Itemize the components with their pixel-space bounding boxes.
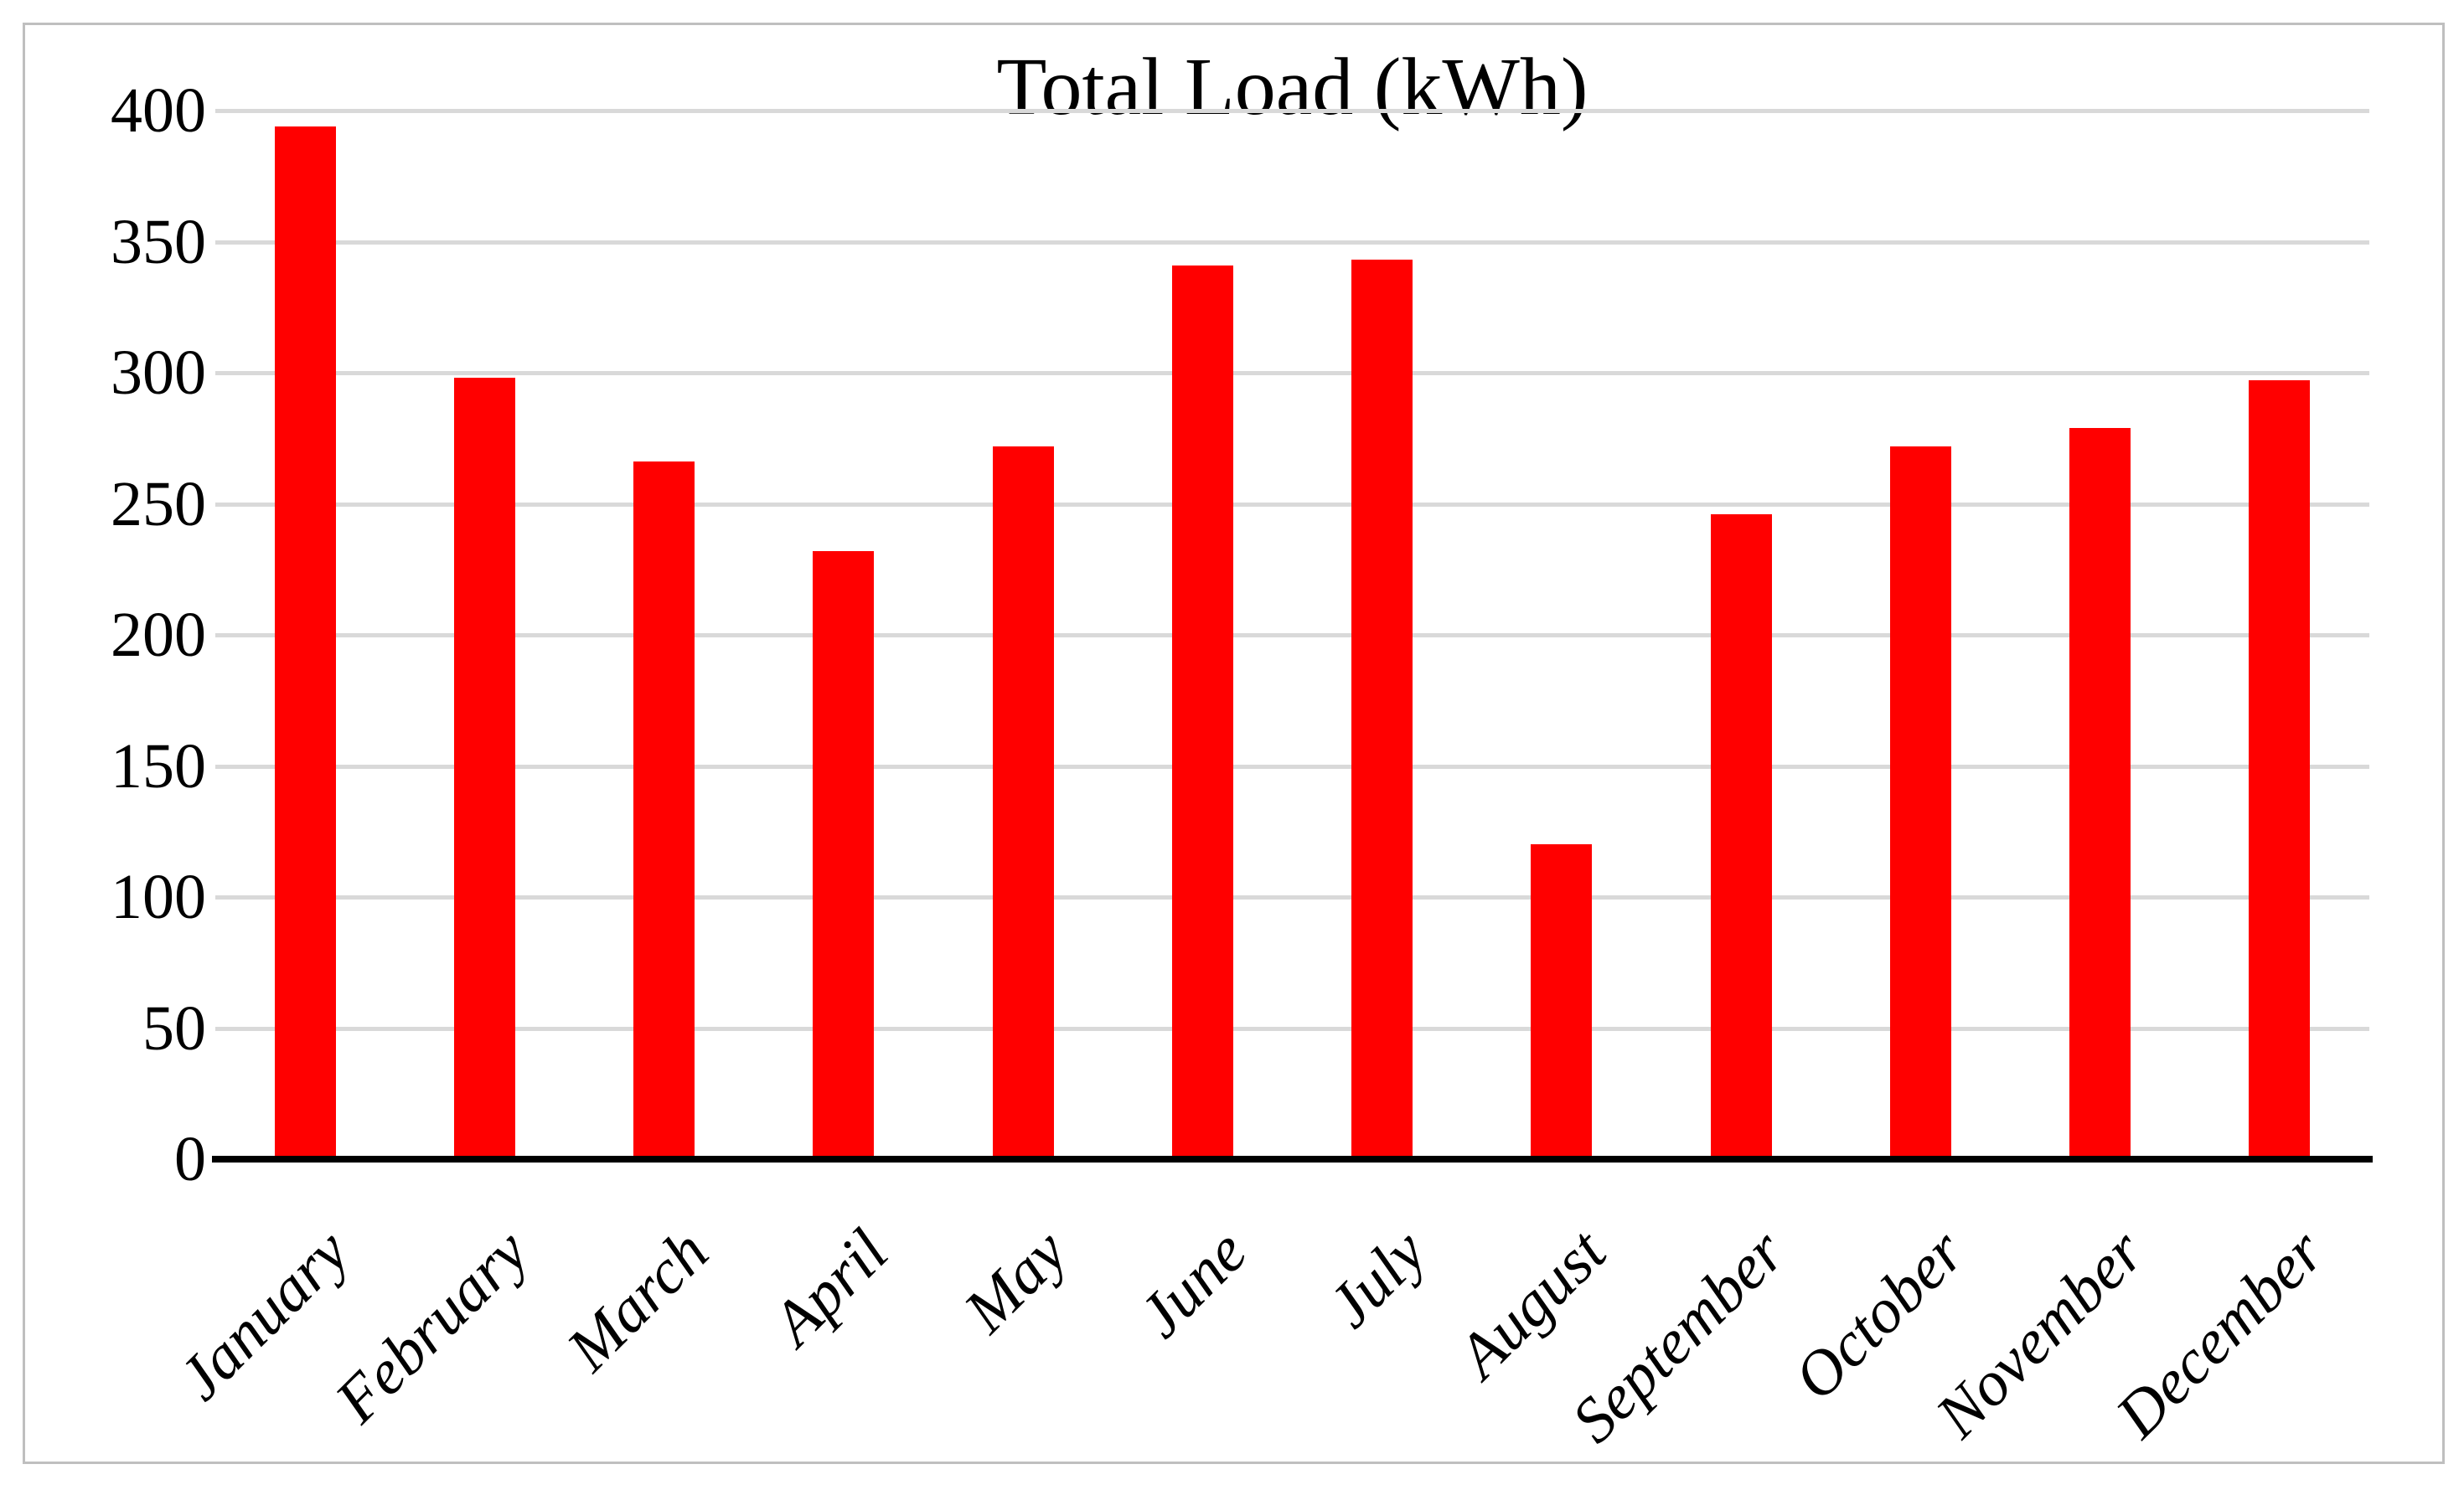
y-tick-label-0: 0 [174,1124,206,1194]
y-tick-label-300: 300 [111,338,206,408]
gridline-250 [215,502,2369,507]
bar-february[interactable] [453,378,515,1159]
gridline-400 [215,109,2369,113]
bar-september[interactable] [1710,514,1772,1159]
bar-december[interactable] [2249,380,2311,1159]
figure-border [23,23,2445,1464]
bar-may[interactable] [992,446,1054,1159]
gridline-50 [215,1026,2369,1031]
y-tick-label-350: 350 [111,206,206,277]
gridline-300 [215,371,2369,375]
bar-june[interactable] [1171,265,1233,1159]
bar-march[interactable] [633,461,695,1159]
bar-april[interactable] [813,550,875,1159]
bar-august[interactable] [1531,844,1593,1159]
bar-july[interactable] [1351,260,1413,1159]
gridline-350 [215,240,2369,245]
bar-november[interactable] [2069,427,2131,1159]
gridline-150 [215,764,2369,769]
chart-title: Total Load (kWh) [996,42,1588,132]
y-tick-label-100: 100 [111,862,206,932]
y-tick-label-200: 200 [111,600,206,670]
gridline-200 [215,633,2369,637]
y-tick-label-250: 250 [111,468,206,539]
bar-january[interactable] [274,126,336,1159]
x-axis-line [212,1156,2373,1163]
y-tick-label-400: 400 [111,75,206,146]
gridline-100 [215,895,2369,900]
y-tick-label-50: 50 [142,992,206,1064]
y-tick-label-150: 150 [111,730,206,802]
bar-october[interactable] [1889,446,1951,1159]
